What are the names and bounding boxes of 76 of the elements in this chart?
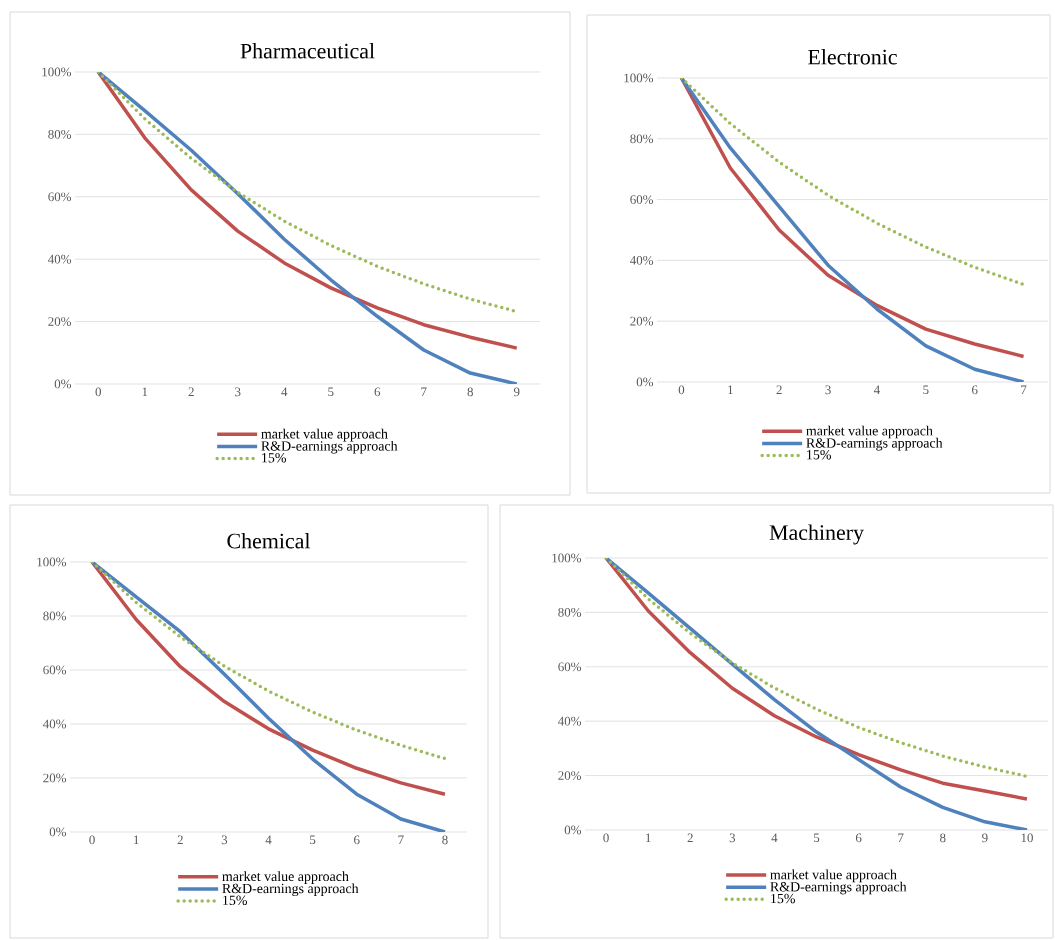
x-tick-label: 7: [421, 387, 427, 396]
x-tick-label: 1: [134, 835, 139, 845]
y-tick-label: 60%: [48, 192, 72, 202]
x-tick-label: 9: [982, 833, 988, 843]
x-tick-label: 4: [873, 385, 880, 395]
x-tick-label: 5: [328, 387, 334, 397]
legend-label: 15%: [223, 895, 247, 906]
x-tick-label: 6: [972, 385, 978, 395]
x-tick-label: 1: [646, 833, 651, 843]
y-tick-label: 0%: [564, 825, 582, 835]
legend-label: 15%: [771, 893, 795, 904]
legend-label: 15%: [807, 450, 831, 460]
chart-title: Pharmaceutical: [240, 43, 375, 59]
y-tick-label: 40%: [48, 254, 72, 264]
chart-title: Electronic: [808, 49, 897, 65]
x-tick-label: 6: [374, 387, 381, 397]
x-tick-label: 9: [513, 387, 520, 397]
y-tick-label: 60%: [43, 665, 67, 675]
x-tick-label: 4: [265, 835, 272, 845]
y-tick-label: 0%: [636, 377, 654, 387]
x-tick-label: 2: [188, 387, 194, 397]
y-tick-label: 100%: [42, 67, 72, 77]
x-tick-label: 1: [142, 387, 148, 397]
y-tick-label: 80%: [558, 607, 582, 617]
x-tick-label: 6: [354, 835, 360, 845]
x-tick-label: 5: [923, 385, 929, 395]
y-tick-label: 100%: [37, 557, 67, 567]
y-tick-label: 80%: [48, 129, 72, 139]
legend-label: market value approach: [222, 871, 349, 884]
legend-label: market value approach: [261, 428, 388, 442]
y-tick-label: 0%: [54, 379, 72, 389]
y-tick-label: 20%: [48, 317, 72, 326]
x-tick-label: 3: [825, 385, 831, 395]
chart-title: Machinery: [769, 524, 864, 545]
line-series: [679, 77, 1026, 287]
x-tick-label: 3: [235, 387, 241, 397]
legend-label: market value approach: [770, 869, 897, 883]
x-tick-label: 0: [603, 833, 609, 843]
y-tick-label: 40%: [558, 716, 582, 726]
x-tick-label: 4: [281, 387, 288, 397]
y-tick-label: 60%: [558, 662, 582, 672]
x-tick-label: 7: [898, 833, 904, 842]
x-tick-label: 8: [467, 387, 473, 397]
y-tick-label: 80%: [43, 611, 67, 621]
legend-label: market value approach: [806, 425, 933, 439]
x-tick-label: 1: [728, 385, 733, 395]
legend-label: 15%: [262, 453, 286, 463]
x-tick-label: 5: [310, 835, 316, 845]
y-tick-label: 20%: [558, 771, 582, 780]
x-tick-label: 8: [940, 833, 946, 843]
x-tick-label: 3: [221, 835, 228, 845]
y-tick-label: 80%: [630, 134, 654, 144]
x-tick-label: 0: [678, 385, 685, 395]
chart-title: Chemical: [227, 533, 311, 549]
x-tick-label: 7: [1021, 385, 1027, 394]
x-tick-label: 8: [442, 835, 448, 845]
x-tick-label: 6: [855, 833, 862, 843]
x-tick-label: 0: [95, 387, 101, 397]
x-tick-label: 7: [398, 835, 404, 844]
y-tick-label: 100%: [624, 73, 654, 83]
y-tick-label: 100%: [552, 553, 582, 563]
legend-label: R&D-earnings approach: [222, 883, 359, 897]
y-tick-label: 40%: [43, 719, 67, 729]
x-tick-label: 0: [89, 835, 95, 845]
y-tick-label: 0%: [49, 827, 67, 837]
x-tick-label: 5: [814, 833, 820, 843]
x-tick-label: 2: [177, 835, 183, 845]
y-tick-label: 20%: [630, 316, 654, 326]
x-tick-label: 3: [729, 833, 736, 843]
y-tick-label: 40%: [630, 255, 654, 265]
x-tick-label: 10: [1021, 833, 1033, 843]
x-tick-label: 2: [776, 385, 782, 395]
x-tick-label: 2: [687, 833, 693, 843]
y-tick-label: 20%: [43, 773, 67, 783]
y-tick-label: 60%: [630, 195, 654, 204]
x-tick-label: 4: [771, 833, 778, 843]
